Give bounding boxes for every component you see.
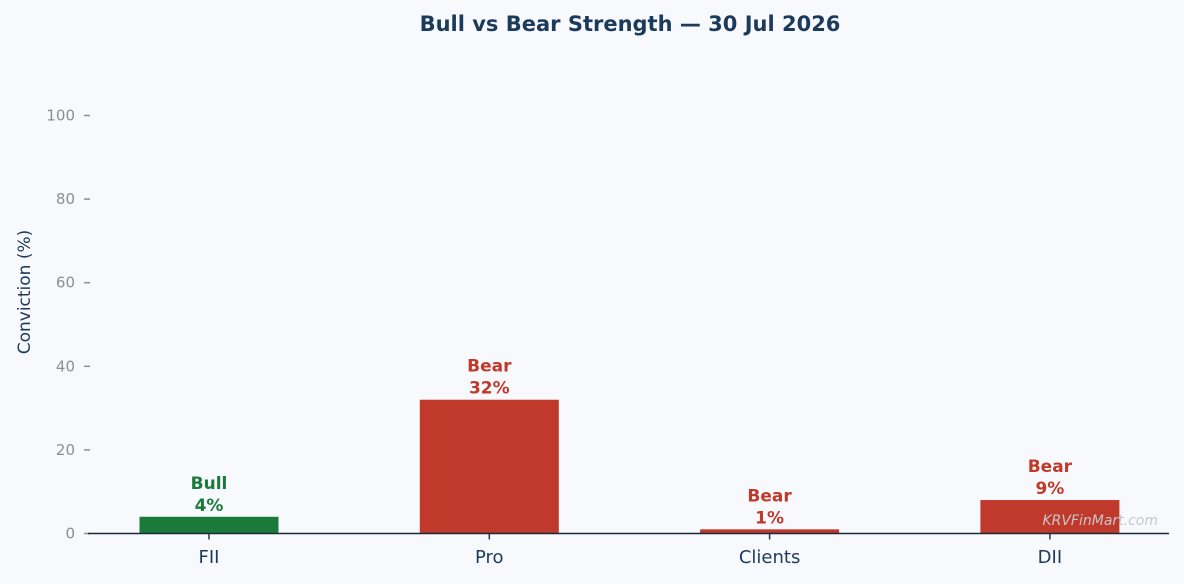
y-tick-label: 60: [56, 274, 75, 292]
x-tick-label: FII: [199, 547, 220, 568]
y-tick-label: 80: [56, 190, 75, 208]
y-tick-label: 20: [56, 441, 75, 459]
y-axis: 0 20 40 60 80 100: [46, 107, 90, 543]
bar-label-sentiment: Bear: [1028, 457, 1073, 477]
bar-pro: [419, 399, 559, 534]
bars-group: [139, 399, 1120, 534]
x-tick-label: DII: [1038, 547, 1062, 568]
bar-clients: [700, 529, 840, 534]
bar-fii: [139, 516, 279, 534]
x-axis: FII Pro Clients DII: [199, 533, 1062, 568]
bar-label-value: 9%: [1035, 479, 1064, 499]
bar-label-value: 1%: [755, 508, 784, 528]
bar-label-sentiment: Bull: [191, 474, 228, 494]
watermark: KRVFinMart.com: [1042, 513, 1158, 529]
y-tick-label: 100: [46, 107, 75, 125]
bar-dii: [980, 500, 1120, 534]
y-tick-label: 0: [65, 525, 75, 543]
chart-title: Bull vs Bear Strength — 30 Jul 2026: [420, 12, 841, 36]
bar-label-value: 32%: [469, 379, 510, 399]
x-tick-label: Pro: [475, 547, 504, 568]
y-tick-label: 40: [56, 357, 75, 375]
bar-label-sentiment: Bear: [467, 357, 512, 377]
bar-label-value: 4%: [195, 496, 224, 516]
y-axis-label: Conviction (%): [15, 230, 35, 355]
bar-label-sentiment: Bear: [747, 486, 792, 506]
x-tick-label: Clients: [739, 547, 801, 568]
